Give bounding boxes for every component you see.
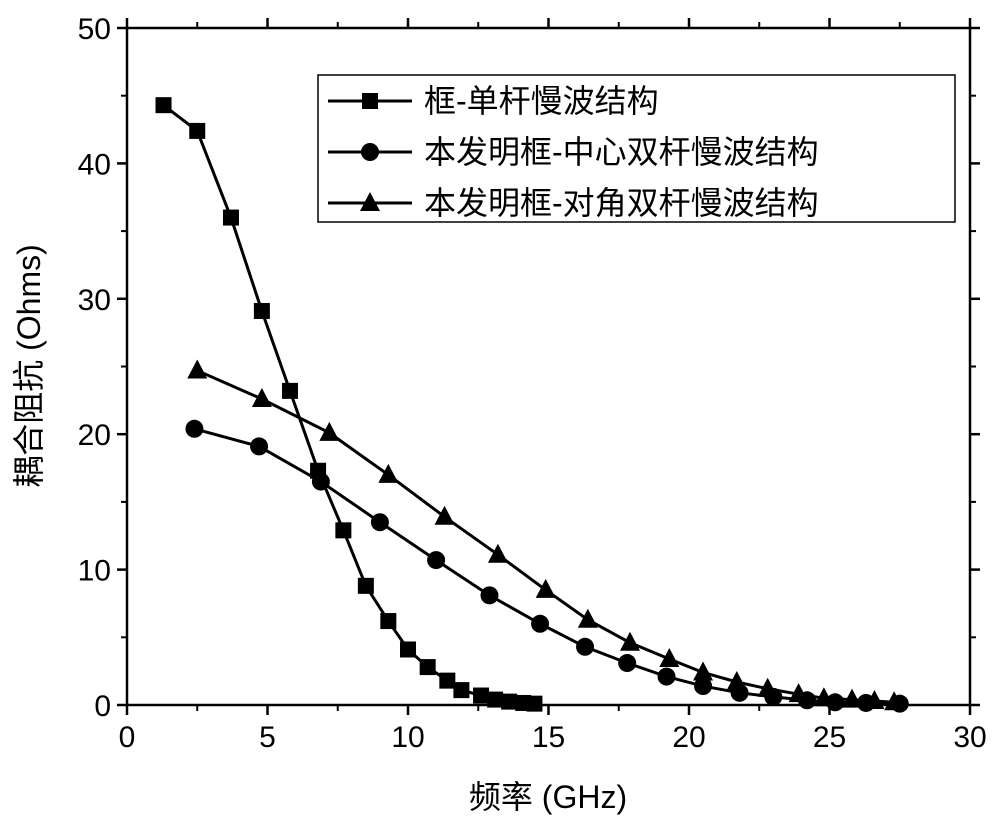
data-point-triangle [378, 464, 398, 483]
y-axis-label: 耦合阻抗 (Ohms) [11, 244, 47, 488]
data-point-circle [576, 638, 594, 656]
x-tick-label: 30 [953, 721, 986, 754]
y-tick-label: 0 [94, 690, 111, 723]
legend-label: 本发明框-对角双杆慢波结构 [424, 185, 819, 221]
data-point-circle [312, 473, 330, 491]
y-tick-label: 10 [78, 555, 111, 588]
data-point-square [501, 694, 517, 710]
data-point-circle [427, 551, 445, 569]
data-point-circle [250, 437, 268, 455]
data-point-triangle [536, 579, 556, 598]
x-tick-label: 20 [672, 721, 705, 754]
data-point-triangle [187, 360, 207, 379]
legend-marker-circle [361, 143, 379, 161]
x-tick-label: 10 [391, 721, 424, 754]
data-point-square [380, 613, 396, 629]
data-point-square [156, 97, 172, 113]
line-chart: 0 5 10 15 20 25 30 0 10 20 30 40 50 框-单杆慢波结构 本发明框-中心… [0, 0, 1000, 823]
data-point-circle [371, 513, 389, 531]
series-line [194, 429, 899, 704]
x-tick-label: 0 [119, 721, 136, 754]
y-tick-label: 50 [78, 13, 111, 46]
data-point-triangle [435, 506, 455, 525]
data-point-triangle [578, 609, 598, 628]
legend: 框-单杆慢波结构 本发明框-中心双杆慢波结构 本发明框-对角双杆慢波结构 [318, 75, 955, 222]
data-point-circle [618, 654, 636, 672]
y-tick-label: 20 [78, 419, 111, 452]
x-tick-label: 5 [259, 721, 276, 754]
data-point-square [335, 522, 351, 538]
x-tick-label: 15 [532, 721, 565, 754]
legend-label: 框-单杆慢波结构 [424, 83, 659, 119]
data-point-circle [185, 420, 203, 438]
series-circle [185, 420, 908, 713]
data-point-square [282, 383, 298, 399]
data-point-square [439, 673, 455, 689]
data-point-circle [480, 586, 498, 604]
series-triangle [187, 360, 904, 711]
data-point-circle [658, 668, 676, 686]
data-point-triangle [620, 632, 640, 651]
data-point-square [254, 303, 270, 319]
y-tick-label: 30 [78, 284, 111, 317]
legend-marker-square [362, 93, 378, 109]
data-point-square [189, 123, 205, 139]
data-point-triangle [319, 422, 339, 441]
series-line [197, 371, 894, 703]
legend-label: 本发明框-中心双杆慢波结构 [424, 134, 819, 170]
data-point-square [358, 578, 374, 594]
x-axis-label: 频率 (GHz) [469, 779, 627, 815]
chart-container: 0 5 10 15 20 25 30 0 10 20 30 40 50 框-单杆慢波结构 本发明框-中心… [0, 0, 1000, 823]
y-tick-label: 40 [78, 148, 111, 181]
data-point-square [453, 682, 469, 698]
data-point-square [487, 692, 503, 708]
data-point-triangle [488, 544, 508, 563]
data-point-square [526, 696, 542, 712]
data-point-square [473, 688, 489, 704]
data-point-circle [531, 615, 549, 633]
x-tick-label: 25 [813, 721, 846, 754]
data-point-square [223, 210, 239, 226]
data-point-square [400, 641, 416, 657]
data-point-square [420, 659, 436, 675]
